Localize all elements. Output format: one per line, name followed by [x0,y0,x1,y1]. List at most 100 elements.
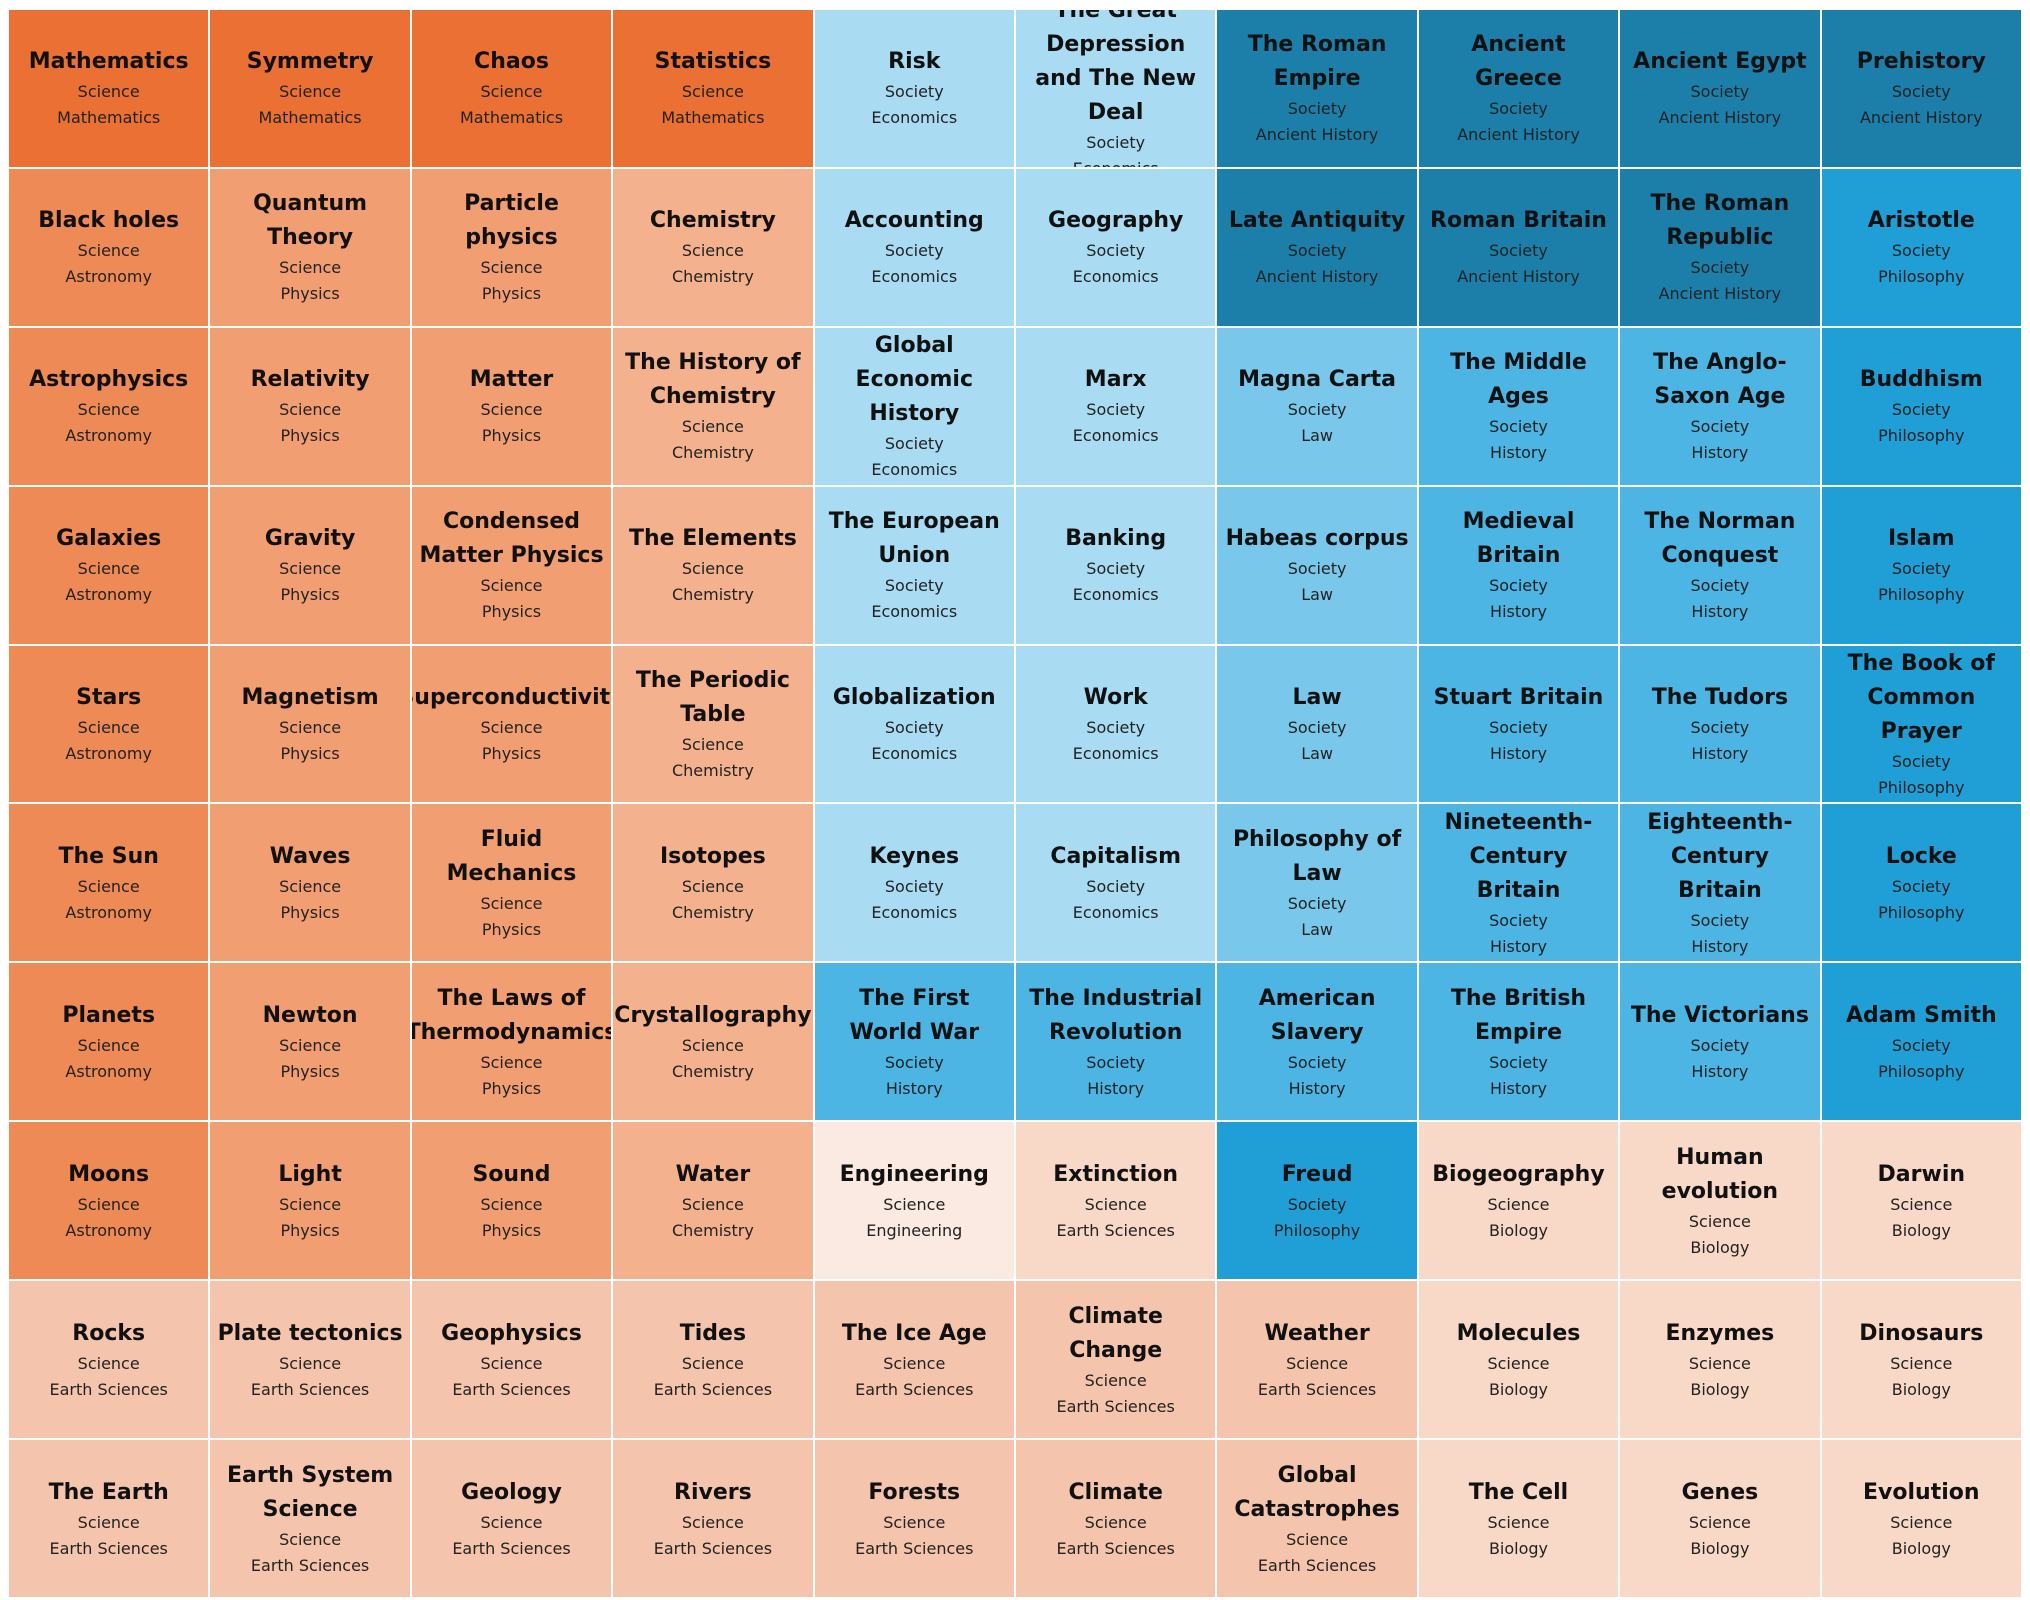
topic-cell[interactable]: Adam Smith Society Philosophy [1821,963,2021,1121]
topic-cell[interactable]: Genes Science Biology [1620,1440,1820,1597]
topic-cell[interactable]: Enzymes Science Biology [1620,1281,1820,1439]
topic-cell[interactable]: Late Antiquity Society Ancient History [1217,168,1417,326]
topic-cell[interactable]: Banking Society Economics [1015,486,1216,644]
topic-cell[interactable]: Galaxies Science Astronomy [9,486,209,644]
topic-cell[interactable]: The Book of Common Prayer Society Philos… [1821,645,2021,803]
topic-cell[interactable]: The Periodic Table Science Chemistry [613,645,813,803]
topic-cell[interactable]: Plate tectonics Science Earth Sciences [210,1281,410,1439]
topic-cell[interactable]: The Victorians Society History [1620,963,1820,1121]
topic-cell[interactable]: Law Society Law [1217,645,1417,803]
topic-cell[interactable]: Isotopes Science Chemistry [613,804,813,962]
topic-cell[interactable]: Philosophy of Law Society Law [1217,804,1417,962]
topic-cell[interactable]: Statistics Science Mathematics [613,10,813,167]
topic-cell[interactable]: Biogeography Science Biology [1418,1122,1619,1280]
topic-cell[interactable]: Ancient Greece Society Ancient History [1418,10,1619,167]
topic-cell[interactable]: Moons Science Astronomy [9,1122,209,1280]
topic-cell[interactable]: Black holes Science Astronomy [9,168,209,326]
topic-cell[interactable]: Earth System Science Science Earth Scien… [210,1440,410,1597]
topic-cell[interactable]: Aristotle Society Philosophy [1821,168,2021,326]
topic-cell[interactable]: American Slavery Society History [1217,963,1417,1121]
topic-cell[interactable]: Matter Science Physics [411,327,612,485]
topic-cell[interactable]: The Tudors Society History [1620,645,1820,803]
topic-cell[interactable]: Geology Science Earth Sciences [411,1440,612,1597]
topic-cell[interactable]: Rivers Science Earth Sciences [613,1440,813,1597]
topic-cell[interactable]: Waves Science Physics [210,804,410,962]
topic-cell[interactable]: Stuart Britain Society History [1418,645,1619,803]
topic-cell[interactable]: Eighteenth-Century Britain Society Histo… [1620,804,1820,962]
topic-cell[interactable]: Sound Science Physics [411,1122,612,1280]
topic-cell[interactable]: Magna Carta Society Law [1217,327,1417,485]
topic-cell[interactable]: The Roman Republic Society Ancient Histo… [1620,168,1820,326]
topic-cell[interactable]: Habeas corpus Society Law [1217,486,1417,644]
topic-cell[interactable]: Evolution Science Biology [1821,1440,2021,1597]
topic-cell[interactable]: Water Science Chemistry [613,1122,813,1280]
topic-cell[interactable]: Chemistry Science Chemistry [613,168,813,326]
topic-cell[interactable]: The Ice Age Science Earth Sciences [814,1281,1014,1439]
topic-cell[interactable]: Superconductivity Science Physics [411,645,612,803]
topic-cell[interactable]: Climate Change Science Earth Sciences [1015,1281,1216,1439]
topic-cell[interactable]: Light Science Physics [210,1122,410,1280]
topic-cell[interactable]: Geography Society Economics [1015,168,1216,326]
topic-cell[interactable]: Mathematics Science Mathematics [9,10,209,167]
topic-cell[interactable]: Planets Science Astronomy [9,963,209,1121]
topic-cell[interactable]: Globalization Society Economics [814,645,1014,803]
topic-cell[interactable]: Forests Science Earth Sciences [814,1440,1014,1597]
topic-cell[interactable]: Darwin Science Biology [1821,1122,2021,1280]
topic-cell[interactable]: Chaos Science Mathematics [411,10,612,167]
topic-cell[interactable]: The Norman Conquest Society History [1620,486,1820,644]
topic-cell[interactable]: Accounting Society Economics [814,168,1014,326]
topic-cell[interactable]: Risk Society Economics [814,10,1014,167]
topic-cell[interactable]: Buddhism Society Philosophy [1821,327,2021,485]
topic-cell[interactable]: Extinction Science Earth Sciences [1015,1122,1216,1280]
topic-cell[interactable]: Ancient Egypt Society Ancient History [1620,10,1820,167]
topic-cell[interactable]: Global Economic History Society Economic… [814,327,1014,485]
topic-cell[interactable]: The British Empire Society History [1418,963,1619,1121]
topic-cell[interactable]: The Earth Science Earth Sciences [9,1440,209,1597]
topic-cell[interactable]: Locke Society Philosophy [1821,804,2021,962]
topic-cell[interactable]: Relativity Science Physics [210,327,410,485]
topic-cell[interactable]: The History of Chemistry Science Chemist… [613,327,813,485]
topic-cell[interactable]: Climate Science Earth Sciences [1015,1440,1216,1597]
topic-cell[interactable]: Condensed Matter Physics Science Physics [411,486,612,644]
topic-cell[interactable]: The Industrial Revolution Society Histor… [1015,963,1216,1121]
topic-cell[interactable]: Newton Science Physics [210,963,410,1121]
topic-cell[interactable]: Crystallography Science Chemistry [613,963,813,1121]
topic-cell[interactable]: The Great Depression and The New Deal So… [1015,10,1216,167]
topic-cell[interactable]: Dinosaurs Science Biology [1821,1281,2021,1439]
topic-cell[interactable]: Rocks Science Earth Sciences [9,1281,209,1439]
topic-cell[interactable]: Engineering Science Engineering [814,1122,1014,1280]
topic-cell[interactable]: The Sun Science Astronomy [9,804,209,962]
topic-cell[interactable]: Astrophysics Science Astronomy [9,327,209,485]
topic-cell[interactable]: Capitalism Society Economics [1015,804,1216,962]
topic-cell[interactable]: Gravity Science Physics [210,486,410,644]
topic-cell[interactable]: The European Union Society Economics [814,486,1014,644]
topic-cell[interactable]: Freud Society Philosophy [1217,1122,1417,1280]
topic-cell[interactable]: The Laws of Thermodynamics Science Physi… [411,963,612,1121]
topic-cell[interactable]: Stars Science Astronomy [9,645,209,803]
topic-cell[interactable]: Marx Society Economics [1015,327,1216,485]
topic-cell[interactable]: Molecules Science Biology [1418,1281,1619,1439]
topic-cell[interactable]: Nineteenth-Century Britain Society Histo… [1418,804,1619,962]
topic-cell[interactable]: Roman Britain Society Ancient History [1418,168,1619,326]
topic-cell[interactable]: The First World War Society History [814,963,1014,1121]
topic-cell[interactable]: The Anglo-Saxon Age Society History [1620,327,1820,485]
topic-cell[interactable]: Tides Science Earth Sciences [613,1281,813,1439]
topic-cell[interactable]: Symmetry Science Mathematics [210,10,410,167]
topic-cell[interactable]: Human evolution Science Biology [1620,1122,1820,1280]
topic-cell[interactable]: The Cell Science Biology [1418,1440,1619,1597]
topic-cell[interactable]: Medieval Britain Society History [1418,486,1619,644]
topic-cell[interactable]: Work Society Economics [1015,645,1216,803]
topic-cell[interactable]: Global Catastrophes Science Earth Scienc… [1217,1440,1417,1597]
topic-cell[interactable]: Islam Society Philosophy [1821,486,2021,644]
topic-cell[interactable]: Keynes Society Economics [814,804,1014,962]
topic-cell[interactable]: Weather Science Earth Sciences [1217,1281,1417,1439]
topic-cell[interactable]: Particle physics Science Physics [411,168,612,326]
topic-cell[interactable]: Fluid Mechanics Science Physics [411,804,612,962]
topic-cell[interactable]: The Roman Empire Society Ancient History [1217,10,1417,167]
topic-cell[interactable]: Magnetism Science Physics [210,645,410,803]
topic-cell[interactable]: Quantum Theory Science Physics [210,168,410,326]
topic-cell[interactable]: Prehistory Society Ancient History [1821,10,2021,167]
topic-cell[interactable]: Geophysics Science Earth Sciences [411,1281,612,1439]
topic-cell[interactable]: The Middle Ages Society History [1418,327,1619,485]
topic-cell[interactable]: The Elements Science Chemistry [613,486,813,644]
